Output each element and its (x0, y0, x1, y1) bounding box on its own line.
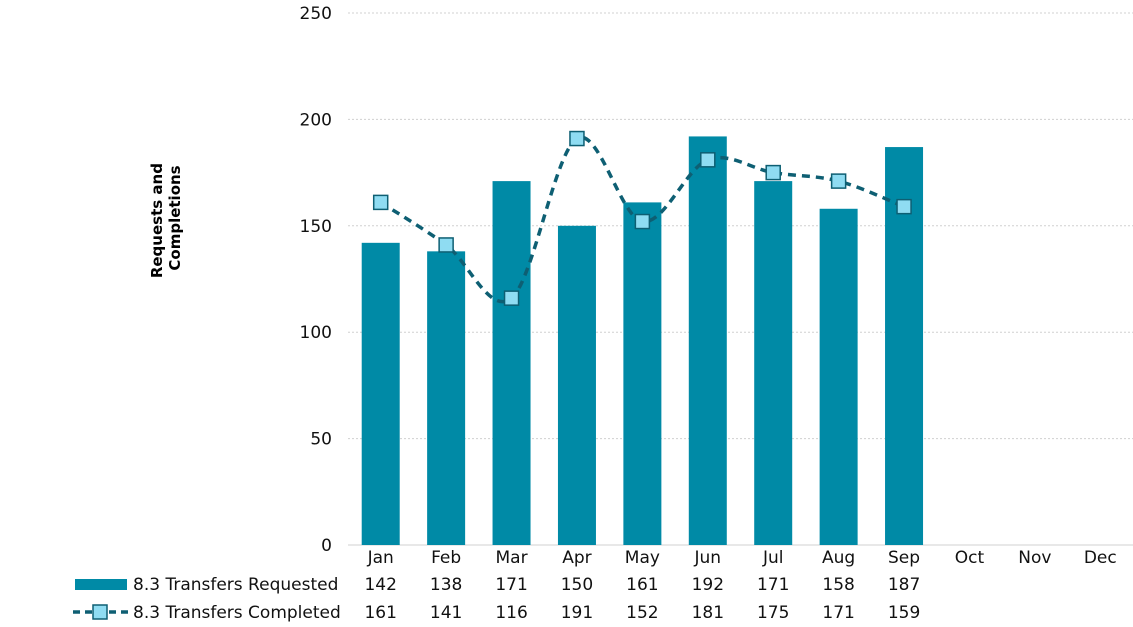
y-tick-label: 150 (300, 217, 332, 237)
table-cell-completed: 152 (626, 603, 658, 623)
x-tick-label: May (625, 548, 660, 568)
marker-completed (700, 152, 716, 168)
table-cell-completed: 116 (495, 603, 527, 623)
x-axis-ticks: Jan Feb Mar Apr May Jun Jul Aug Sep Oct Nov Dec (367, 548, 1117, 568)
table-cell-completed: 141 (430, 603, 462, 623)
marker-completed (765, 164, 781, 181)
x-tick-label: Sep (888, 548, 920, 568)
table-cell-completed: 159 (888, 603, 920, 623)
table-cell-completed: 161 (364, 603, 396, 623)
y-tick-label: 200 (300, 110, 332, 130)
x-tick-label: Apr (562, 548, 591, 568)
table-cell-requested: 158 (822, 575, 854, 595)
x-tick-label: Aug (822, 548, 855, 568)
y-tick-label: 250 (300, 4, 332, 24)
bar-requested (819, 208, 858, 545)
bar-requested (557, 225, 596, 546)
marker-completed (830, 173, 847, 189)
bar-requested (427, 251, 466, 545)
table-cell-requested: 161 (626, 575, 658, 595)
table-cell-completed: 171 (822, 603, 854, 623)
y-tick-label: 100 (300, 323, 332, 343)
table-cell-requested: 171 (757, 575, 789, 595)
bar-requested (688, 136, 727, 545)
legend-label-completed: 8.3 Transfers Completed (133, 603, 341, 623)
x-tick-label: Jul (762, 548, 784, 568)
table-cell-requested: 171 (495, 575, 527, 595)
table-cell-requested: 138 (430, 575, 462, 595)
x-tick-label: Jan (367, 548, 394, 568)
bar-requested (754, 181, 793, 545)
table-cell-completed: 175 (757, 603, 789, 623)
gridlines (348, 12, 1133, 546)
marker-completed (372, 194, 389, 211)
data-table-values: 142 138 171 150 161 192 171 158 187 161 141 116 191 1… (364, 575, 920, 623)
y-axis-label: Requests and Completions (148, 158, 184, 278)
marker-completed (896, 198, 912, 215)
bar-requested (361, 242, 400, 545)
x-tick-label: Nov (1018, 548, 1051, 568)
legend-swatch-requested (75, 579, 127, 590)
x-tick-label: Oct (955, 548, 985, 568)
completed-line (379, 135, 905, 304)
table-cell-completed: 191 (561, 603, 593, 623)
y-tick-label: 0 (321, 536, 332, 556)
marker-completed (634, 213, 651, 230)
y-axis-label-line-1: Requests and (148, 163, 166, 278)
requested-bars (361, 136, 924, 546)
table-cell-requested: 192 (692, 575, 724, 595)
y-axis-ticks: 0 50 100 150 200 250 (300, 4, 332, 556)
legend-marker-completed (92, 604, 108, 620)
x-tick-label: Mar (496, 548, 528, 568)
y-axis-label-line-2: Completions (166, 165, 184, 270)
y-tick-label: 50 (310, 430, 332, 450)
x-tick-label: Feb (431, 548, 461, 568)
bar-requested (623, 202, 662, 545)
x-tick-label: Dec (1084, 548, 1117, 568)
legend-label-requested: 8.3 Transfers Requested (133, 575, 338, 595)
legend-data-table: 8.3 Transfers Requested 8.3 Transfers Co… (73, 575, 341, 623)
marker-completed (438, 237, 454, 253)
marker-completed (503, 290, 520, 306)
marker-completed (569, 130, 585, 147)
bar-requested (492, 181, 531, 545)
table-cell-requested: 187 (888, 575, 920, 595)
table-cell-requested: 150 (561, 575, 593, 595)
completed-markers (372, 130, 912, 306)
table-cell-completed: 181 (692, 603, 724, 623)
table-cell-requested: 142 (364, 575, 396, 595)
x-tick-label: Jun (694, 548, 722, 568)
